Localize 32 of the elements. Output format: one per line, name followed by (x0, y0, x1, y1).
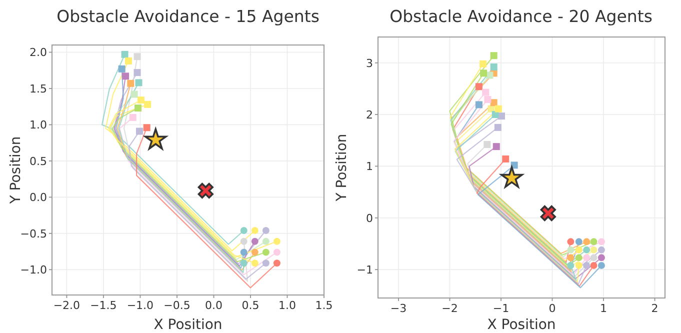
y-tick-label: 0.0 (30, 191, 47, 204)
x-tick-label: 1.0 (278, 299, 296, 312)
y-tick-label: 0.5 (30, 154, 47, 168)
y-axis-title: Y Position (8, 136, 24, 205)
x-axis-title: X Position (487, 317, 556, 333)
x-axis-title: X Position (154, 317, 222, 333)
y-tick-label: 1.5 (30, 82, 47, 96)
x-tick-label: −1 (492, 302, 510, 315)
y-tick-label: −1.0 (20, 264, 47, 277)
x-tick-label: 0.0 (204, 299, 222, 312)
x-tick-label: −2 (442, 302, 458, 315)
y-tick-label: 2 (366, 108, 373, 122)
y-tick-label: 1.0 (30, 118, 47, 132)
y-tick-label: 2.0 (30, 46, 47, 60)
x-tick-label: −0.5 (164, 299, 190, 312)
x-tick-label: 0.5 (242, 299, 260, 312)
x-tick-label: 1.5 (315, 299, 333, 312)
y-tick-label: 3 (366, 56, 373, 70)
x-tick-label: −3 (390, 302, 407, 315)
x-tick-label: 1 (600, 302, 607, 315)
y-axis-title: Y Position (334, 134, 350, 202)
y-tick-label: −0.5 (20, 227, 47, 240)
y-tick-label: 1 (366, 160, 373, 174)
x-tick-label: −1.0 (126, 299, 154, 312)
y-tick-label: −1 (356, 264, 373, 277)
y-tick-label: 0 (366, 212, 373, 225)
x-tick-label: −1.5 (90, 299, 117, 312)
x-tick-label: 0 (548, 302, 556, 315)
x-tick-label: 2 (651, 302, 658, 315)
x-tick-label: −2.0 (53, 299, 80, 312)
chart-title: Obstacle Avoidance - 20 Agents (390, 7, 652, 26)
chart-title: Obstacle Avoidance - 15 Agents (56, 7, 320, 26)
